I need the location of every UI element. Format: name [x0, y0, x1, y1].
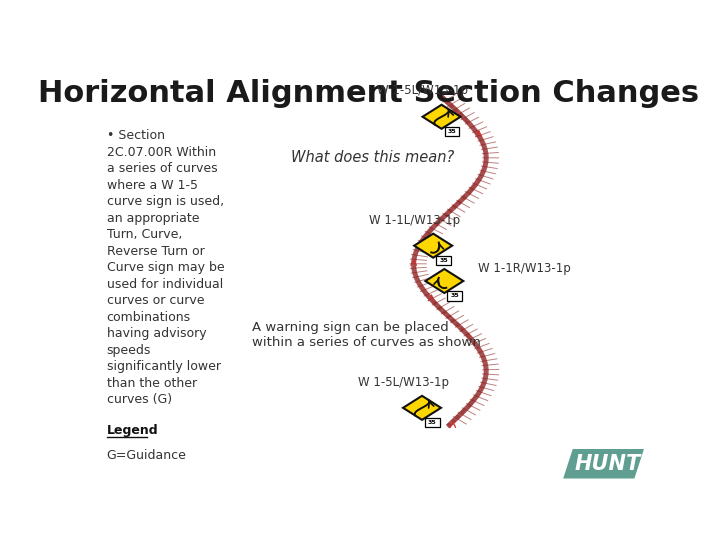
Polygon shape: [403, 396, 441, 420]
FancyBboxPatch shape: [448, 291, 462, 301]
Text: 35: 35: [439, 258, 448, 263]
Text: W 1-1L/W13-1p: W 1-1L/W13-1p: [369, 214, 460, 227]
FancyBboxPatch shape: [445, 127, 459, 136]
Text: Horizontal Alignment Section Changes: Horizontal Alignment Section Changes: [38, 79, 700, 109]
Text: A warning sign can be placed
within a series of curves as shown: A warning sign can be placed within a se…: [252, 321, 481, 348]
Text: 35: 35: [448, 129, 456, 134]
FancyBboxPatch shape: [426, 418, 440, 427]
Polygon shape: [414, 234, 452, 258]
Text: • Section
2C.07.00R Within
a series of curves
where a W 1-5
curve sign is used,
: • Section 2C.07.00R Within a series of c…: [107, 129, 225, 406]
Text: 35: 35: [428, 420, 437, 425]
Text: Legend: Legend: [107, 424, 158, 437]
Text: W 1-5L/W13-1p: W 1-5L/W13-1p: [358, 376, 449, 389]
Text: G=Guidance: G=Guidance: [107, 449, 186, 462]
Polygon shape: [423, 105, 461, 129]
FancyBboxPatch shape: [436, 256, 451, 265]
Polygon shape: [426, 269, 463, 293]
Text: W 1-1R/W13-1p: W 1-1R/W13-1p: [478, 262, 570, 275]
Text: W 1-5L/W13-1p: W 1-5L/W13-1p: [377, 84, 469, 97]
Text: What does this mean?: What does this mean?: [291, 150, 454, 165]
Text: 35: 35: [451, 293, 459, 299]
